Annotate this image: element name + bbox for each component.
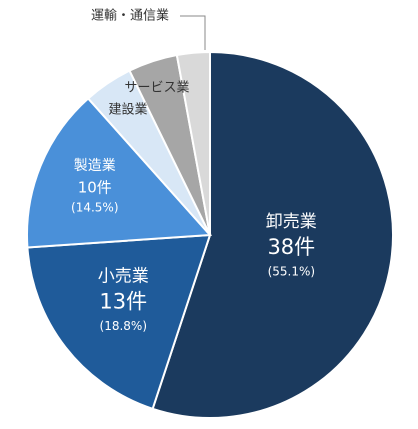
slice-percent: (14.5%) <box>71 201 118 215</box>
slice-label: 運輸・通信業 <box>91 8 169 24</box>
slice-percent: (18.8%) <box>100 319 147 333</box>
pie-slice <box>26 233 212 411</box>
pie-slice <box>175 50 211 236</box>
pie-slice <box>151 50 394 419</box>
slice-label: サービス業 <box>124 80 189 96</box>
slice-percent: (55.1%) <box>268 265 315 279</box>
slice-count: 10件 <box>78 179 112 197</box>
slice-label: 小売業 <box>98 266 149 286</box>
slice-label: 製造業 <box>74 158 116 174</box>
leader-line <box>180 15 206 50</box>
slice-label: 建設業 <box>108 102 147 118</box>
pie-slice <box>26 97 213 249</box>
slice-count: 38件 <box>267 235 315 259</box>
slice-count: 13件 <box>99 289 147 313</box>
slice-label: 卸売業 <box>266 212 317 232</box>
